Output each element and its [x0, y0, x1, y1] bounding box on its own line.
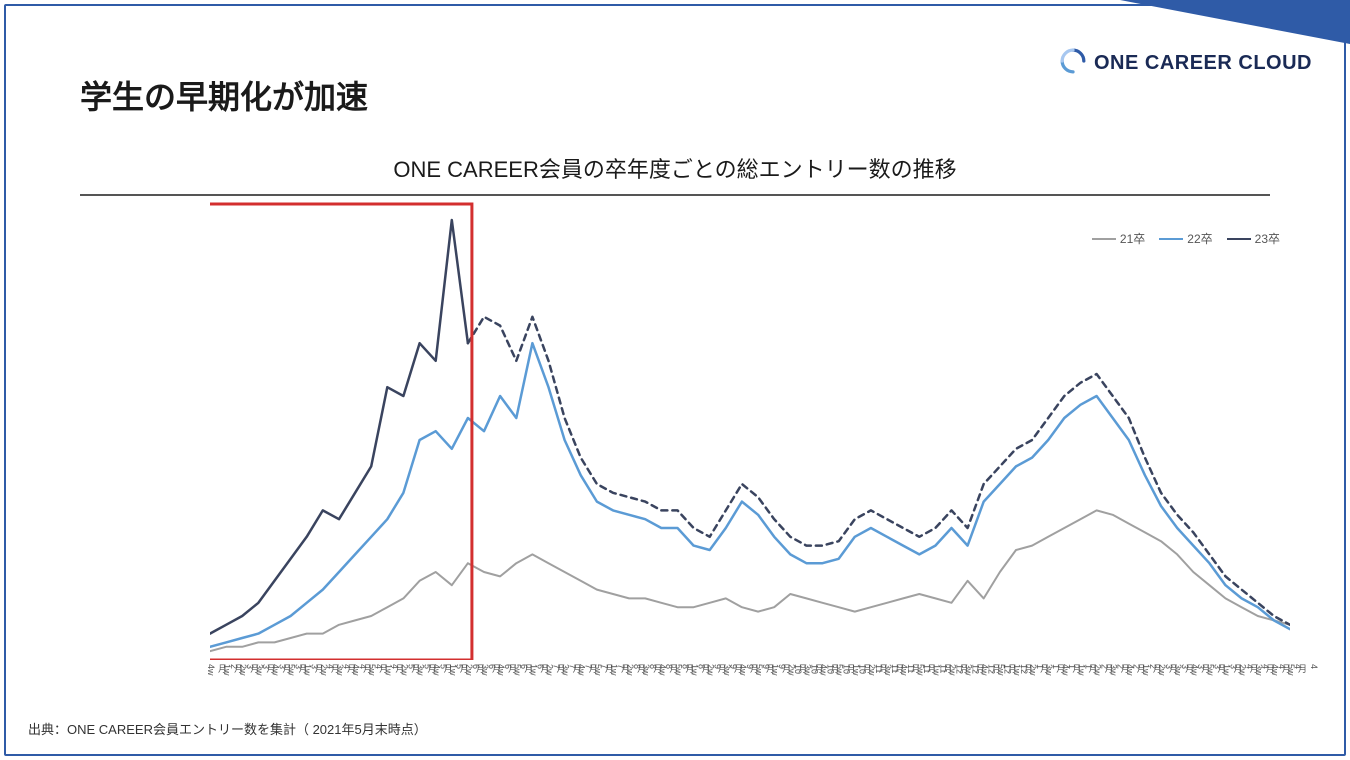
page-title: 学生の早期化が加速	[80, 72, 368, 118]
legend-label: 23卒	[1255, 230, 1280, 247]
legend-swatch	[1092, 238, 1116, 240]
legend-item: 21卒	[1092, 230, 1145, 247]
brand-logo: ONE CAREER CLOUD	[1060, 48, 1312, 79]
legend-label: 22卒	[1187, 230, 1212, 247]
x-tick-label: 4月 5w	[1286, 664, 1319, 676]
legend-swatch	[1159, 238, 1183, 240]
brand-name: ONE CAREER CLOUD	[1094, 52, 1312, 75]
legend-label: 21卒	[1120, 230, 1145, 247]
chart-legend: 21卒 22卒 23卒	[1092, 230, 1280, 247]
chart-title-wrap: ONE CAREER会員の卒年度ごとの総エントリー数の推移	[80, 152, 1270, 196]
line-chart: 21卒22卒23卒 2月 4w3月 1w3月 2w3月 3w3月 4w3月 5w…	[210, 200, 1290, 660]
legend-item: 23卒	[1227, 230, 1280, 247]
brand-logo-icon	[1060, 48, 1086, 79]
chart-title: ONE CAREER会員の卒年度ごとの総エントリー数の推移	[80, 152, 1270, 184]
chart-canvas	[210, 200, 1290, 660]
legend-swatch	[1227, 238, 1251, 240]
source-note: 出典：ONE CAREER会員エントリー数を集計（ 2021年5月末時点）	[28, 719, 427, 738]
legend-item: 22卒	[1159, 230, 1212, 247]
corner-accent	[1120, 0, 1350, 44]
